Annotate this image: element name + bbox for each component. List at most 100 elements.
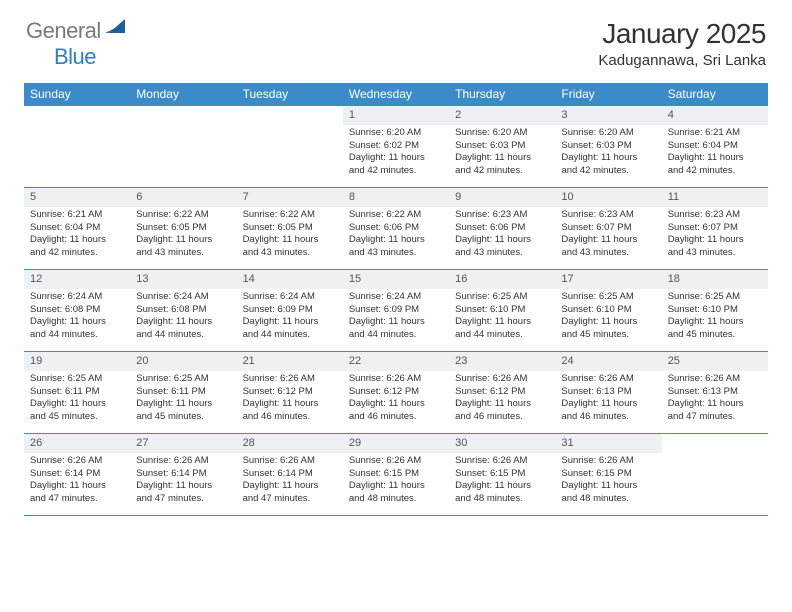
day-number: 4 (662, 106, 768, 125)
day-number: 17 (555, 270, 661, 289)
cell-body: Sunrise: 6:26 AMSunset: 6:14 PMDaylight:… (130, 453, 236, 510)
sunset-line: Sunset: 6:08 PM (30, 304, 124, 317)
weekday-header: Wednesday (343, 83, 449, 106)
cell-body: Sunrise: 6:22 AMSunset: 6:05 PMDaylight:… (237, 207, 343, 264)
day2-line: and 44 minutes. (455, 329, 549, 342)
sunset-line: Sunset: 6:14 PM (136, 468, 230, 481)
sunrise-line: Sunrise: 6:20 AM (455, 127, 549, 140)
cell-body: Sunrise: 6:24 AMSunset: 6:09 PMDaylight:… (343, 289, 449, 346)
day1-line: Daylight: 11 hours (349, 480, 443, 493)
sunset-line: Sunset: 6:14 PM (30, 468, 124, 481)
sunset-line: Sunset: 6:03 PM (561, 140, 655, 153)
sunset-line: Sunset: 6:02 PM (349, 140, 443, 153)
cell-body: Sunrise: 6:25 AMSunset: 6:10 PMDaylight:… (449, 289, 555, 346)
day2-line: and 46 minutes. (455, 411, 549, 424)
cell-body: Sunrise: 6:20 AMSunset: 6:03 PMDaylight:… (449, 125, 555, 182)
cell-body: Sunrise: 6:22 AMSunset: 6:06 PMDaylight:… (343, 207, 449, 264)
day1-line: Daylight: 11 hours (668, 398, 762, 411)
sunrise-line: Sunrise: 6:22 AM (243, 209, 337, 222)
sunset-line: Sunset: 6:06 PM (349, 222, 443, 235)
day2-line: and 48 minutes. (455, 493, 549, 506)
weekday-header: Tuesday (237, 83, 343, 106)
cell-body: Sunrise: 6:20 AMSunset: 6:03 PMDaylight:… (555, 125, 661, 182)
day1-line: Daylight: 11 hours (243, 234, 337, 247)
day-number: 31 (555, 434, 661, 453)
sunrise-line: Sunrise: 6:23 AM (455, 209, 549, 222)
day2-line: and 47 minutes. (136, 493, 230, 506)
day-number: 11 (662, 188, 768, 207)
calendar-cell: 8Sunrise: 6:22 AMSunset: 6:06 PMDaylight… (343, 188, 449, 270)
calendar-cell: 22Sunrise: 6:26 AMSunset: 6:12 PMDayligh… (343, 352, 449, 434)
day1-line: Daylight: 11 hours (136, 234, 230, 247)
day1-line: Daylight: 11 hours (668, 152, 762, 165)
cell-body: Sunrise: 6:26 AMSunset: 6:12 PMDaylight:… (343, 371, 449, 428)
day2-line: and 43 minutes. (668, 247, 762, 260)
day2-line: and 46 minutes. (243, 411, 337, 424)
calendar-row: 26Sunrise: 6:26 AMSunset: 6:14 PMDayligh… (24, 434, 768, 516)
day1-line: Daylight: 11 hours (561, 234, 655, 247)
sunrise-line: Sunrise: 6:20 AM (561, 127, 655, 140)
day-number: 7 (237, 188, 343, 207)
sunrise-line: Sunrise: 6:23 AM (561, 209, 655, 222)
sunrise-line: Sunrise: 6:25 AM (30, 373, 124, 386)
calendar-row: ......1Sunrise: 6:20 AMSunset: 6:02 PMDa… (24, 106, 768, 188)
sunset-line: Sunset: 6:12 PM (455, 386, 549, 399)
sunset-line: Sunset: 6:03 PM (455, 140, 549, 153)
cell-body: Sunrise: 6:21 AMSunset: 6:04 PMDaylight:… (662, 125, 768, 182)
sunrise-line: Sunrise: 6:24 AM (136, 291, 230, 304)
cell-body: Sunrise: 6:26 AMSunset: 6:12 PMDaylight:… (449, 371, 555, 428)
sunset-line: Sunset: 6:15 PM (349, 468, 443, 481)
day-number: 18 (662, 270, 768, 289)
day1-line: Daylight: 11 hours (455, 152, 549, 165)
day-number: 30 (449, 434, 555, 453)
calendar-cell: 15Sunrise: 6:24 AMSunset: 6:09 PMDayligh… (343, 270, 449, 352)
day2-line: and 47 minutes. (30, 493, 124, 506)
day1-line: Daylight: 11 hours (30, 480, 124, 493)
sunrise-line: Sunrise: 6:23 AM (668, 209, 762, 222)
calendar-cell: 13Sunrise: 6:24 AMSunset: 6:08 PMDayligh… (130, 270, 236, 352)
month-title: January 2025 (598, 18, 766, 50)
calendar-cell: 10Sunrise: 6:23 AMSunset: 6:07 PMDayligh… (555, 188, 661, 270)
calendar-row: 5Sunrise: 6:21 AMSunset: 6:04 PMDaylight… (24, 188, 768, 270)
calendar-cell: 29Sunrise: 6:26 AMSunset: 6:15 PMDayligh… (343, 434, 449, 516)
day1-line: Daylight: 11 hours (561, 316, 655, 329)
calendar-cell: 31Sunrise: 6:26 AMSunset: 6:15 PMDayligh… (555, 434, 661, 516)
day-number: 28 (237, 434, 343, 453)
sunset-line: Sunset: 6:08 PM (136, 304, 230, 317)
cell-body: Sunrise: 6:25 AMSunset: 6:11 PMDaylight:… (24, 371, 130, 428)
day2-line: and 42 minutes. (561, 165, 655, 178)
cell-body: Sunrise: 6:22 AMSunset: 6:05 PMDaylight:… (130, 207, 236, 264)
sunrise-line: Sunrise: 6:26 AM (455, 373, 549, 386)
weekday-header: Sunday (24, 83, 130, 106)
calendar-cell: 14Sunrise: 6:24 AMSunset: 6:09 PMDayligh… (237, 270, 343, 352)
calendar-cell: 17Sunrise: 6:25 AMSunset: 6:10 PMDayligh… (555, 270, 661, 352)
calendar-cell: 16Sunrise: 6:25 AMSunset: 6:10 PMDayligh… (449, 270, 555, 352)
day2-line: and 43 minutes. (561, 247, 655, 260)
cell-body: Sunrise: 6:26 AMSunset: 6:15 PMDaylight:… (555, 453, 661, 510)
sunrise-line: Sunrise: 6:24 AM (243, 291, 337, 304)
day-number: 26 (24, 434, 130, 453)
day-number: 13 (130, 270, 236, 289)
sunrise-line: Sunrise: 6:21 AM (668, 127, 762, 140)
cell-body: Sunrise: 6:26 AMSunset: 6:15 PMDaylight:… (449, 453, 555, 510)
cell-body: Sunrise: 6:25 AMSunset: 6:10 PMDaylight:… (555, 289, 661, 346)
sunset-line: Sunset: 6:12 PM (243, 386, 337, 399)
calendar-cell: 27Sunrise: 6:26 AMSunset: 6:14 PMDayligh… (130, 434, 236, 516)
cell-body: Sunrise: 6:26 AMSunset: 6:14 PMDaylight:… (24, 453, 130, 510)
calendar-cell: 3Sunrise: 6:20 AMSunset: 6:03 PMDaylight… (555, 106, 661, 188)
sunset-line: Sunset: 6:11 PM (136, 386, 230, 399)
day2-line: and 42 minutes. (30, 247, 124, 260)
sunrise-line: Sunrise: 6:25 AM (136, 373, 230, 386)
cell-body: Sunrise: 6:26 AMSunset: 6:13 PMDaylight:… (555, 371, 661, 428)
day-number: 6 (130, 188, 236, 207)
cell-body: Sunrise: 6:24 AMSunset: 6:08 PMDaylight:… (130, 289, 236, 346)
calendar-cell: 12Sunrise: 6:24 AMSunset: 6:08 PMDayligh… (24, 270, 130, 352)
day2-line: and 45 minutes. (30, 411, 124, 424)
sunset-line: Sunset: 6:11 PM (30, 386, 124, 399)
day1-line: Daylight: 11 hours (455, 316, 549, 329)
sunrise-line: Sunrise: 6:26 AM (243, 455, 337, 468)
day2-line: and 45 minutes. (136, 411, 230, 424)
day1-line: Daylight: 11 hours (243, 480, 337, 493)
sunset-line: Sunset: 6:10 PM (668, 304, 762, 317)
cell-body: Sunrise: 6:23 AMSunset: 6:07 PMDaylight:… (555, 207, 661, 264)
